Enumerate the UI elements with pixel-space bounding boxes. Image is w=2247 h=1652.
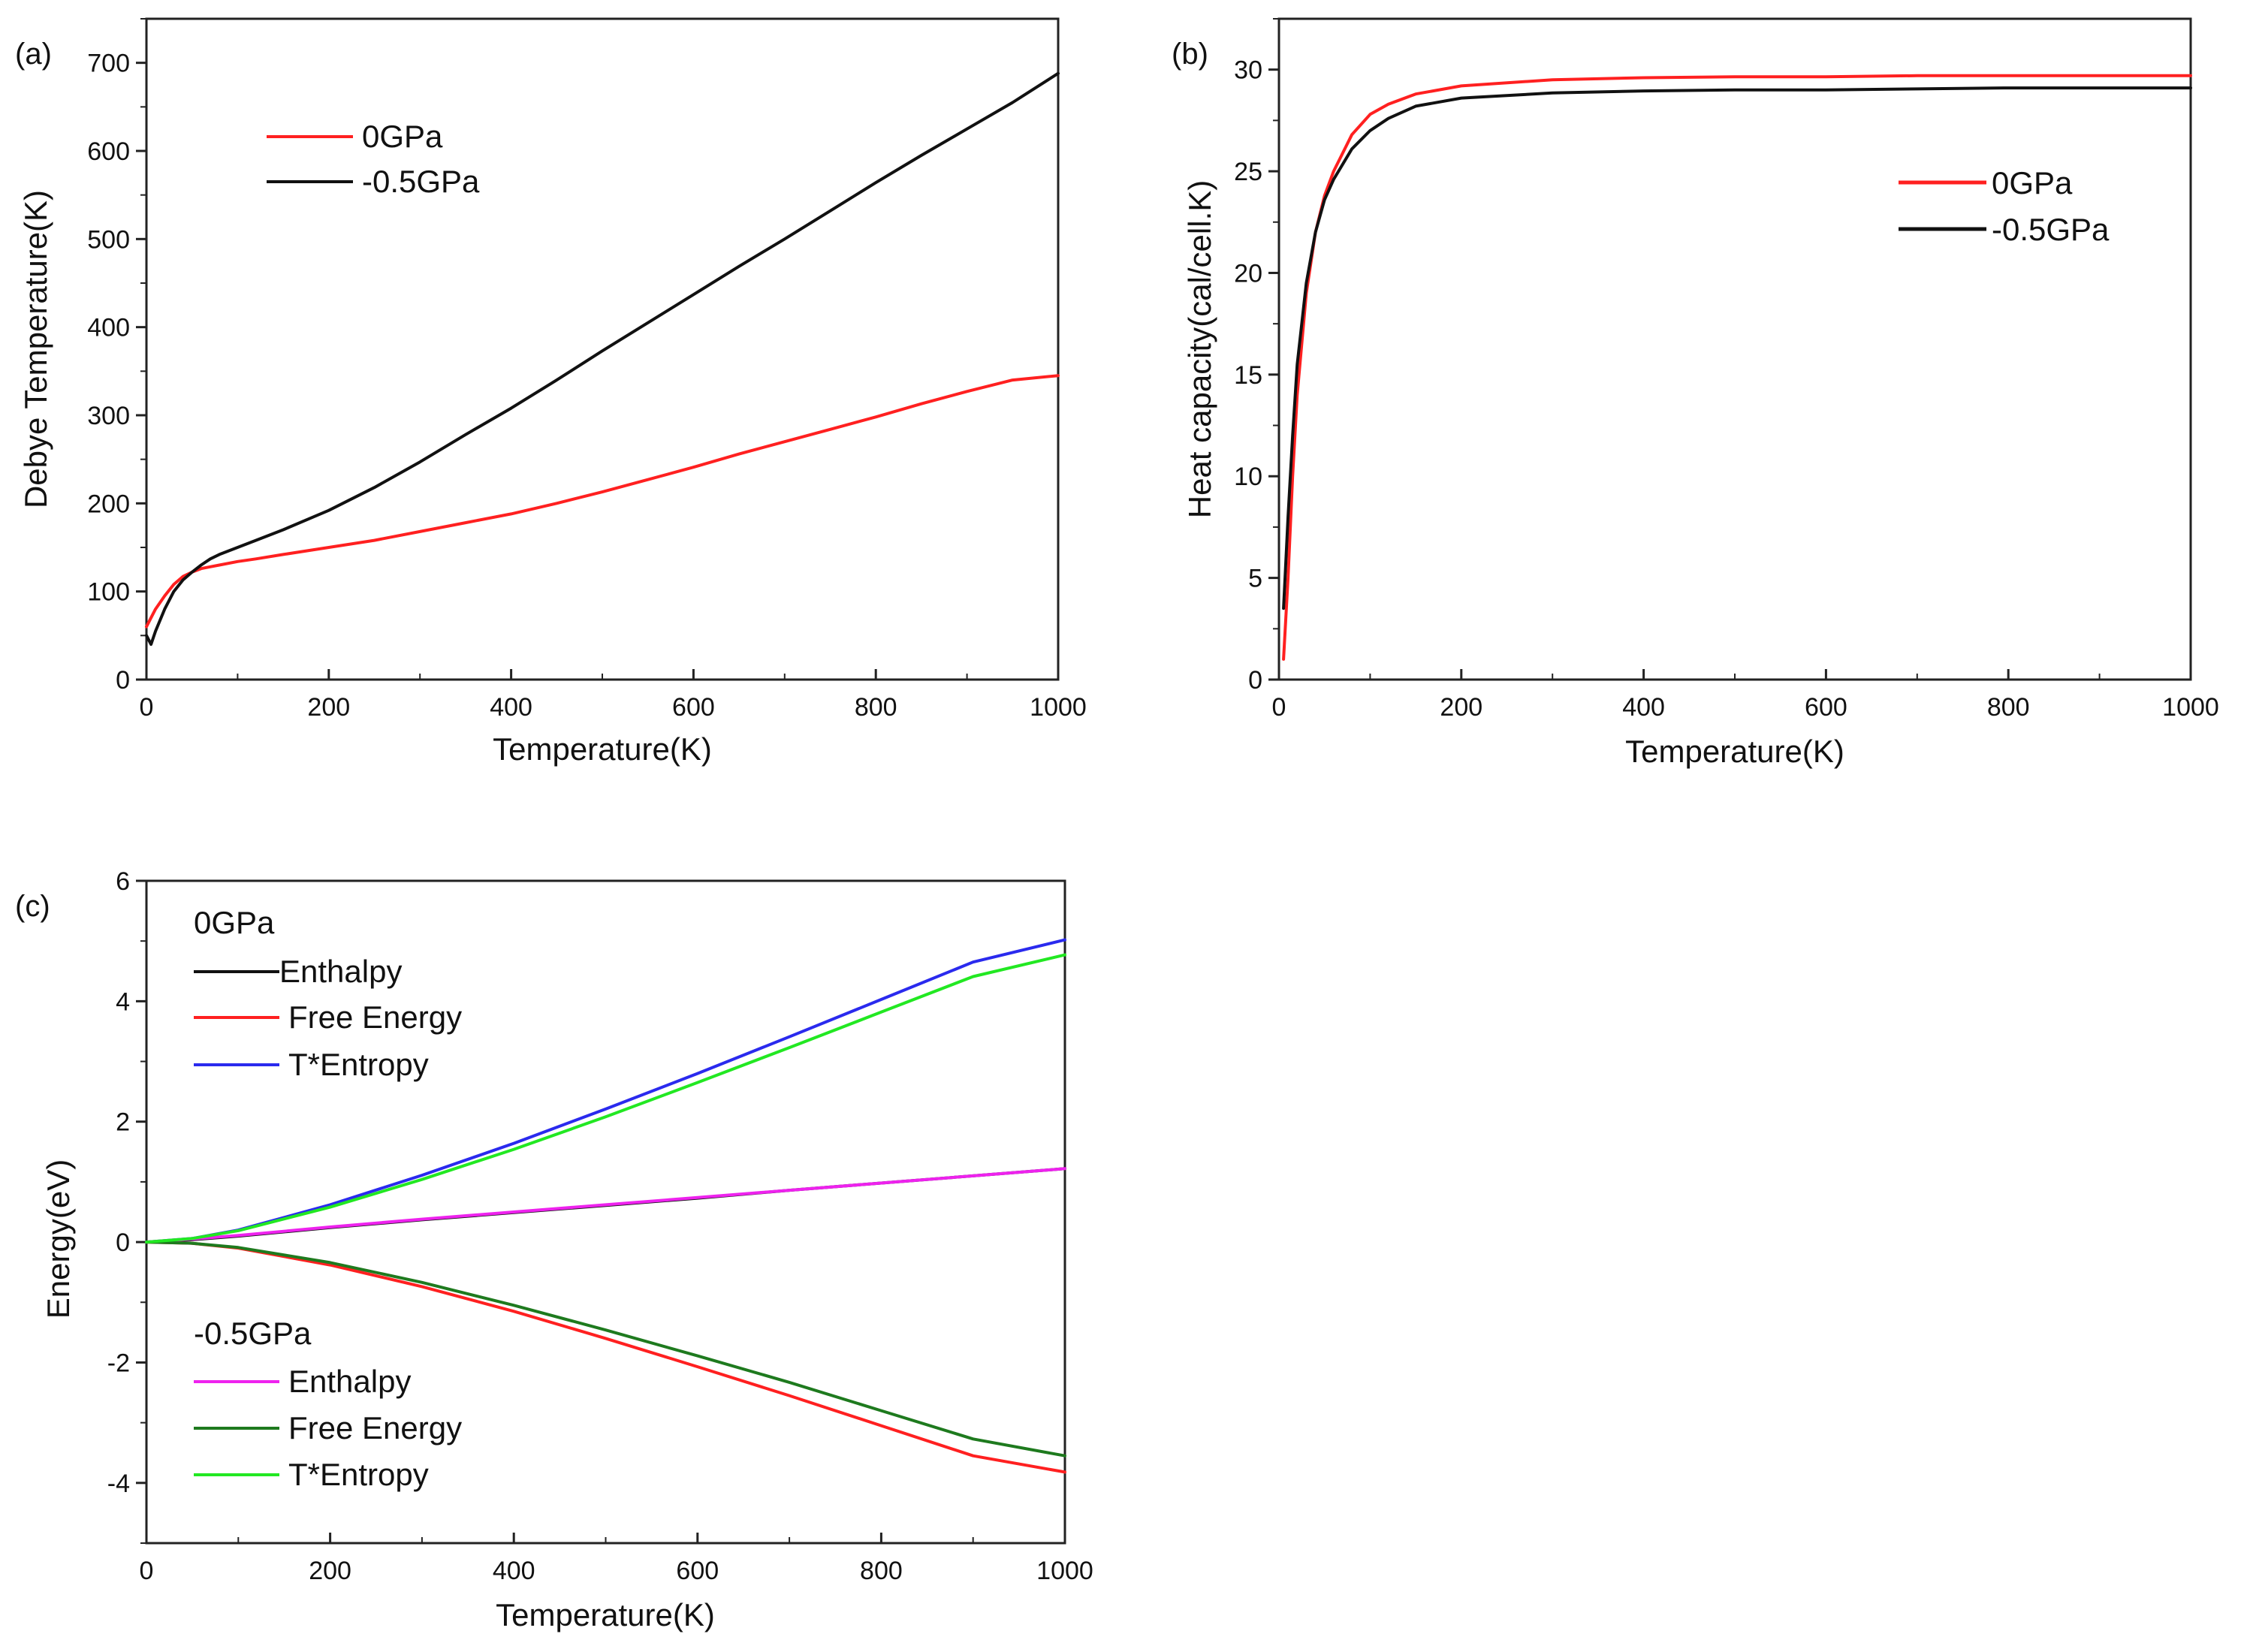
x-tick-label: 400 <box>493 1557 535 1585</box>
y-tick-label: 10 <box>1234 463 1262 491</box>
panel-b-label: (b) <box>1172 38 1208 71</box>
y-tick-label: 0 <box>116 1228 130 1257</box>
panel-c-axes: 0 200 400 600 800 1000 -4 -2 0 2 4 6 <box>107 867 1093 1585</box>
panel-b: (b) Temperature(K) Heat capacity(cal/cel… <box>1172 17 2219 769</box>
legend-label-0gpa: 0GPa <box>362 119 443 154</box>
x-tick-label: 800 <box>855 693 897 722</box>
y-tick-label: 0 <box>1248 666 1262 695</box>
y-tick-label: 6 <box>116 867 130 896</box>
x-tick-label: 600 <box>1805 693 1847 722</box>
series-line--0-5gpa-t-entropy <box>145 953 1066 1244</box>
panel-c-legend: 0GPa Enthalpy Free Energy T*Entropy -0.5… <box>194 905 462 1492</box>
legend-label-neg0p5gpa: -0.5GPa <box>1992 212 2110 247</box>
panel-c-ylabel: Energy(eV) <box>41 1159 76 1319</box>
series-line--0-5gpa <box>145 71 1060 647</box>
y-tick-label: 600 <box>87 137 130 166</box>
y-tick-label: 200 <box>87 490 130 518</box>
legend-label-0gpa-free-energy: Free Energy <box>288 999 462 1035</box>
y-tick-label: 400 <box>87 314 130 342</box>
series-line-0gpa <box>1282 74 2192 661</box>
y-tick-label: 100 <box>87 578 130 607</box>
x-tick-label: 600 <box>672 693 715 722</box>
x-tick-label: 0 <box>140 1557 154 1585</box>
y-tick-label: 700 <box>87 50 130 78</box>
y-tick-label: 25 <box>1234 158 1262 186</box>
x-tick-label: 0 <box>1272 693 1286 722</box>
x-tick-label: 1000 <box>1036 1557 1093 1585</box>
legend-label-0gpa-enthalpy: Enthalpy <box>279 954 402 989</box>
series-line--0-5gpa-free-energy <box>145 1241 1066 1458</box>
y-tick-label: -2 <box>107 1349 130 1377</box>
legend-group-title-0gpa: 0GPa <box>194 905 275 940</box>
x-tick-label: 800 <box>860 1557 903 1585</box>
x-tick-label: 1000 <box>2162 693 2219 722</box>
legend-label-0gpa: 0GPa <box>1992 165 2073 200</box>
panel-a-legend: 0GPa -0.5GPa <box>267 119 480 199</box>
panel-a-axes: 0 200 400 600 800 1000 0 100 200 300 400 500 600 700 <box>87 18 1087 722</box>
legend-label-neg0p5gpa: -0.5GPa <box>362 164 480 199</box>
panel-c-series <box>145 938 1066 1474</box>
x-tick-label: 800 <box>1987 693 2030 722</box>
legend-label-neg0p5gpa-enthalpy: Enthalpy <box>288 1364 411 1399</box>
panel-b-legend: 0GPa -0.5GPa <box>1899 165 2110 247</box>
y-tick-label: 2 <box>116 1108 130 1137</box>
panel-a-label: (a) <box>15 38 52 71</box>
y-tick-label: 500 <box>87 225 130 254</box>
series-line--0-5gpa <box>1282 86 2192 610</box>
y-tick-label: 15 <box>1234 361 1262 390</box>
x-tick-label: 600 <box>676 1557 719 1585</box>
panel-b-ylabel: Heat capacity(cal/cell.K) <box>1182 180 1217 519</box>
panel-c-label: (c) <box>15 890 50 923</box>
y-tick-label: 0 <box>116 666 130 695</box>
x-tick-label: 200 <box>1440 693 1482 722</box>
y-tick-label: 20 <box>1234 259 1262 288</box>
y-tick-label: 300 <box>87 402 130 430</box>
y-tick-label: 30 <box>1234 56 1262 85</box>
legend-label-neg0p5gpa-t-entropy: T*Entropy <box>288 1457 429 1492</box>
panel-b-series <box>1282 74 2192 661</box>
y-tick-label: -4 <box>107 1470 130 1498</box>
y-tick-label: 5 <box>1248 565 1262 593</box>
panel-c: (c) Temperature(K) Energy(eV) 0 200 400 600… <box>15 867 1093 1632</box>
x-tick-label: 400 <box>1622 693 1665 722</box>
panel-b-xlabel: Temperature(K) <box>1625 734 1844 769</box>
legend-group-title-neg0p5gpa: -0.5GPa <box>194 1316 312 1351</box>
x-tick-label: 200 <box>309 1557 351 1585</box>
legend-label-neg0p5gpa-free-energy: Free Energy <box>288 1410 462 1446</box>
panel-a-series <box>145 71 1060 647</box>
x-tick-label: 1000 <box>1030 693 1087 722</box>
x-tick-label: 0 <box>140 693 154 722</box>
y-tick-label: 4 <box>116 987 130 1016</box>
panel-a: (a) Temperature(K) Debye Temperature(K) … <box>15 17 1087 767</box>
panel-a-xlabel: Temperature(K) <box>493 731 712 767</box>
series-line--0-5gpa-enthalpy <box>145 1167 1066 1244</box>
panel-b-axes: 0 200 400 600 800 1000 0 5 10 15 20 25 30 <box>1234 18 2219 722</box>
legend-label-0gpa-t-entropy: T*Entropy <box>288 1047 429 1082</box>
panel-c-xlabel: Temperature(K) <box>496 1597 715 1632</box>
x-tick-label: 200 <box>307 693 350 722</box>
panel-a-ylabel: Debye Temperature(K) <box>18 190 53 508</box>
x-tick-label: 400 <box>490 693 532 722</box>
